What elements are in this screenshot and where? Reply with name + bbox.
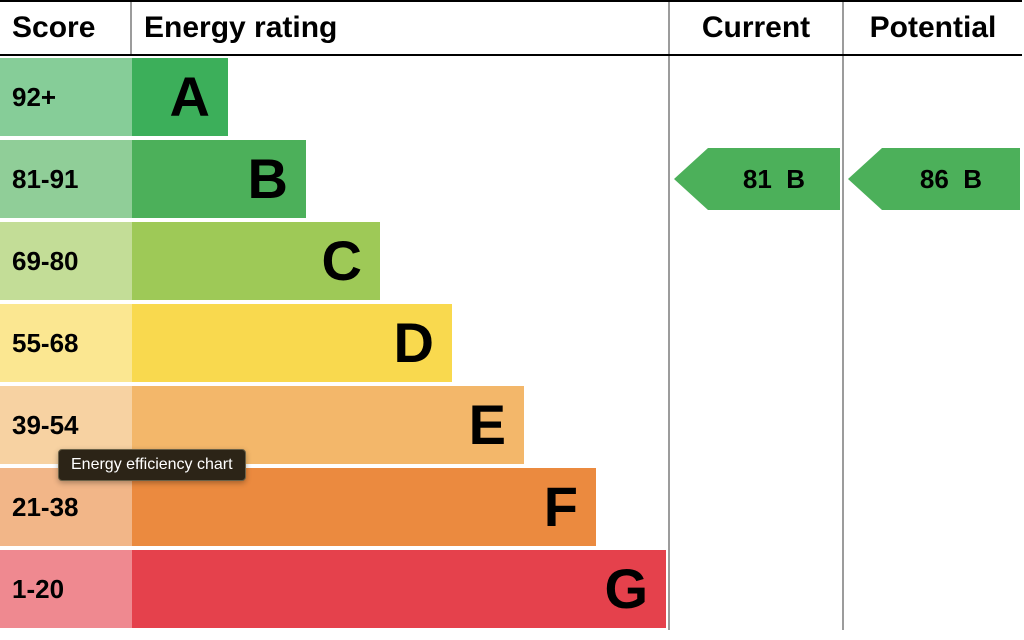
- bar-cell: A: [132, 56, 668, 138]
- band-row-b: 81-91B81 B86 B: [0, 138, 1022, 220]
- current-cell: [668, 466, 842, 548]
- score-label: 81-91: [0, 138, 132, 220]
- score-label: 69-80: [0, 220, 132, 302]
- potential-value: 86: [920, 164, 949, 195]
- potential-letter: B: [963, 164, 982, 195]
- potential-cell: [842, 302, 1022, 384]
- rating-letter: G: [604, 561, 648, 617]
- score-label: 92+: [0, 56, 132, 138]
- rating-letter: A: [170, 69, 210, 125]
- band-row-a: 92+ A: [0, 56, 1022, 138]
- header-potential: Potential: [842, 2, 1022, 54]
- current-cell: [668, 384, 842, 466]
- current-letter: B: [786, 164, 805, 195]
- potential-cell: [842, 548, 1022, 630]
- bar-cell: G: [132, 548, 668, 630]
- rating-letter: F: [544, 479, 578, 535]
- header-row: Score Energy rating Current Potential: [0, 2, 1022, 56]
- current-cell: 81 B: [668, 138, 842, 220]
- potential-cell: [842, 220, 1022, 302]
- bar-cell: D: [132, 302, 668, 384]
- rating-letter: E: [469, 397, 506, 453]
- potential-arrow-wrap: 86 B: [882, 148, 1020, 210]
- header-rating: Energy rating: [132, 2, 668, 54]
- header-score: Score: [0, 2, 132, 54]
- tooltip-text: Energy efficiency chart: [71, 456, 233, 473]
- current-cell: [668, 302, 842, 384]
- current-cell: [668, 56, 842, 138]
- band-row-d: 55-68 D: [0, 302, 1022, 384]
- current-cell: [668, 220, 842, 302]
- rating-letter: D: [394, 315, 434, 371]
- energy-rating-chart: Score Energy rating Current Potential 92…: [0, 0, 1022, 630]
- bar-cell: B: [132, 138, 668, 220]
- header-current: Current: [668, 2, 842, 54]
- current-cell: [668, 548, 842, 630]
- current-value: 81: [743, 164, 772, 195]
- tooltip: Energy efficiency chart: [58, 449, 246, 481]
- rating-letter: C: [322, 233, 362, 289]
- potential-cell: [842, 384, 1022, 466]
- current-arrow: 81 B: [708, 148, 840, 210]
- score-label: 55-68: [0, 302, 132, 384]
- bar-cell: C: [132, 220, 668, 302]
- band-row-c: 69-80 C: [0, 220, 1022, 302]
- potential-arrow: 86 B: [882, 148, 1020, 210]
- potential-cell: [842, 466, 1022, 548]
- current-arrow-wrap: 81 B: [708, 148, 840, 210]
- band-row-g: 1-20 G: [0, 548, 1022, 630]
- potential-cell: 86 B: [842, 138, 1022, 220]
- rating-letter: B: [248, 151, 288, 207]
- potential-cell: [842, 56, 1022, 138]
- score-label: 1-20: [0, 548, 132, 630]
